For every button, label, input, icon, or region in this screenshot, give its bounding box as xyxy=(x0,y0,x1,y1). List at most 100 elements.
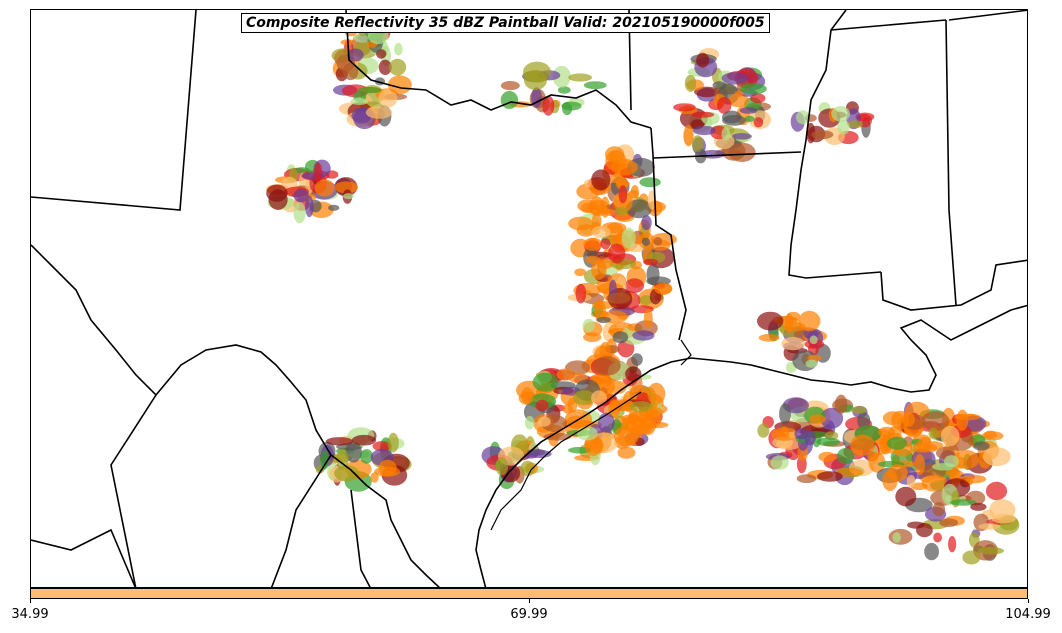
reflectivity-blob xyxy=(978,523,1001,530)
reflectivity-blob xyxy=(770,455,789,470)
reflectivity-blob xyxy=(583,332,602,343)
colorbar-tick-label: 69.99 xyxy=(510,607,548,622)
reflectivity-blob xyxy=(837,120,850,135)
reflectivity-blob xyxy=(673,103,696,112)
reflectivity-blob xyxy=(639,177,661,188)
reflectivity-blob xyxy=(895,486,917,507)
reflectivity-blob xyxy=(831,106,850,122)
reflectivity-blob xyxy=(643,258,659,266)
ms-al-border xyxy=(945,19,957,306)
reflectivity-blob xyxy=(851,406,867,414)
reflectivity-blob xyxy=(809,335,818,345)
reflectivity-blob xyxy=(954,413,981,421)
reflectivity-blob xyxy=(924,542,939,561)
reflectivity-blob xyxy=(631,353,643,366)
reflectivity-blob xyxy=(591,169,611,191)
reflectivity-blob xyxy=(314,162,323,182)
reflectivity-blob xyxy=(757,311,784,331)
reflectivity-blob xyxy=(334,465,360,482)
reflectivity-blob xyxy=(940,425,960,447)
reflectivity-blob xyxy=(721,127,731,141)
reflectivity-blob xyxy=(647,382,666,405)
reflectivity-blob xyxy=(696,52,710,68)
reflectivity-blob xyxy=(357,86,382,94)
reflectivity-blob xyxy=(914,454,925,475)
colorbar-tick-label: 104.99 xyxy=(1005,607,1051,622)
reflectivity-blob xyxy=(524,415,535,430)
reflectivity-blob xyxy=(973,441,990,451)
reflectivity-blob xyxy=(535,399,549,412)
reflectivity-blob xyxy=(952,450,980,469)
reflectivity-blob xyxy=(985,481,1008,501)
reflectivity-blob xyxy=(847,120,863,129)
reflectivity-blob xyxy=(556,368,574,381)
reflectivity-blob xyxy=(500,91,519,109)
reflectivity-blob xyxy=(805,359,818,368)
reflectivity-blob xyxy=(804,339,825,349)
reflectivity-map xyxy=(31,10,1027,587)
reflectivity-blob xyxy=(370,472,379,483)
reflectivity-blob xyxy=(378,459,397,477)
reflectivity-blob xyxy=(596,258,614,269)
reflectivity-blob xyxy=(521,387,534,405)
reflectivity-blob xyxy=(691,111,715,118)
reflectivity-blob xyxy=(617,446,636,459)
reflectivity-blob xyxy=(887,464,908,482)
reflectivity-blob xyxy=(932,502,946,517)
reflectivity-blob xyxy=(684,74,697,92)
reflectivity-blob xyxy=(293,188,309,203)
colorbar xyxy=(30,588,1028,599)
reflectivity-blob xyxy=(387,75,412,95)
la-border xyxy=(880,259,1027,311)
reflectivity-blob xyxy=(532,372,559,392)
reflectivity-blob xyxy=(970,502,987,511)
reflectivity-blob xyxy=(388,58,407,76)
reflectivity-blob xyxy=(351,434,377,446)
reflectivity-blob xyxy=(591,390,607,406)
reflectivity-blob xyxy=(758,333,780,342)
reflectivity-blob xyxy=(628,189,639,199)
reflectivity-blob xyxy=(817,471,843,482)
reflectivity-blob xyxy=(921,411,950,432)
reflectivity-blob xyxy=(779,403,791,425)
map-panel xyxy=(30,9,1028,588)
reflectivity-blob xyxy=(336,448,349,471)
reflectivity-blob xyxy=(785,313,794,334)
tx-ok-border xyxy=(345,10,652,129)
reflectivity-blob xyxy=(902,411,915,427)
reflectivity-blob xyxy=(616,180,631,187)
reflectivity-blob xyxy=(721,72,749,85)
reflectivity-blob xyxy=(692,125,716,136)
reflectivity-blob xyxy=(325,437,354,446)
ms-river xyxy=(788,10,882,279)
reflectivity-blob xyxy=(728,142,756,162)
reflectivity-blob xyxy=(614,425,639,447)
reflectivity-blob xyxy=(600,238,611,250)
reflectivity-blob xyxy=(582,318,595,333)
reflectivity-blob xyxy=(753,117,764,128)
reflectivity-blob xyxy=(722,110,742,124)
reflectivity-blob xyxy=(608,243,626,264)
colorbar-tick-mark xyxy=(1027,599,1029,603)
reflectivity-blob xyxy=(796,110,810,125)
reflectivity-blob xyxy=(552,65,571,88)
reflectivity-blob xyxy=(991,513,1016,524)
nm-border xyxy=(31,10,197,211)
reflectivity-blob xyxy=(585,255,601,265)
reflectivity-blob xyxy=(933,532,942,543)
reflectivity-blob xyxy=(639,295,653,306)
reflectivity-blob xyxy=(612,331,629,344)
reflectivity-blob xyxy=(574,268,587,277)
reflectivity-blob xyxy=(939,518,958,527)
reflectivity-blob xyxy=(378,89,398,108)
reflectivity-blob xyxy=(573,390,596,406)
reflectivity-blob xyxy=(757,423,770,438)
reflectivity-blob xyxy=(837,448,855,465)
reflectivity-blob xyxy=(561,101,582,111)
reflectivity-blob xyxy=(524,70,547,90)
colorbar-tick-mark xyxy=(29,599,31,603)
reflectivity-blob xyxy=(809,414,826,424)
reflectivity-blob xyxy=(732,133,752,140)
reflectivity-blob xyxy=(583,81,607,90)
reflectivity-blob xyxy=(982,447,1011,467)
